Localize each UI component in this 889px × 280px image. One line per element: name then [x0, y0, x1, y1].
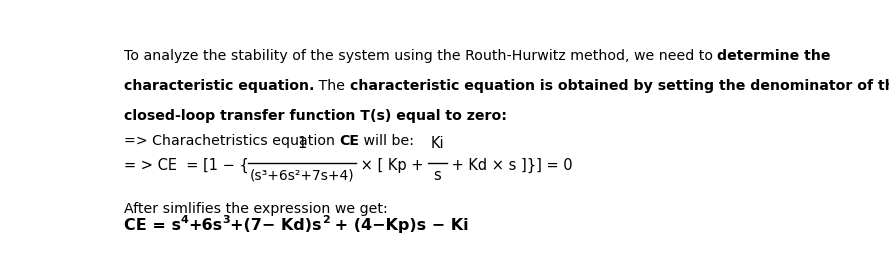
Text: The: The [314, 79, 349, 93]
Text: +(7− Kd)s: +(7− Kd)s [230, 218, 322, 233]
Text: determine the: determine the [717, 49, 830, 63]
Text: × [ Kp +: × [ Kp + [356, 158, 428, 172]
Text: 2: 2 [322, 215, 330, 225]
Text: characteristic equation.: characteristic equation. [124, 79, 314, 93]
Text: will be:: will be: [359, 134, 414, 148]
Text: 4: 4 [180, 215, 188, 225]
Text: CE: CE [339, 134, 359, 148]
Text: = > CE  = [1 − {: = > CE = [1 − { [124, 158, 248, 173]
Text: 1: 1 [298, 136, 307, 151]
Text: => Charachetristics equation: => Charachetristics equation [124, 134, 339, 148]
Text: +6s: +6s [188, 218, 222, 233]
Text: characteristic equation is obtained by setting the denominator of the: characteristic equation is obtained by s… [349, 79, 889, 93]
Text: s: s [434, 168, 441, 183]
Text: After simlifies the expression we get:: After simlifies the expression we get: [124, 202, 388, 216]
Text: CE = s: CE = s [124, 218, 180, 233]
Text: 3: 3 [222, 215, 230, 225]
Text: + Kd × s ]}] = 0: + Kd × s ]}] = 0 [447, 158, 573, 173]
Text: To analyze the stability of the system using the Routh-Hurwitz method, we need t: To analyze the stability of the system u… [124, 49, 717, 63]
Text: (s³+6s²+7s+4): (s³+6s²+7s+4) [250, 168, 355, 182]
Text: closed-loop transfer function T(s) equal to zero:: closed-loop transfer function T(s) equal… [124, 109, 507, 123]
Text: + (4−Kp)s − Ki: + (4−Kp)s − Ki [330, 218, 469, 233]
Text: Ki: Ki [430, 136, 444, 151]
